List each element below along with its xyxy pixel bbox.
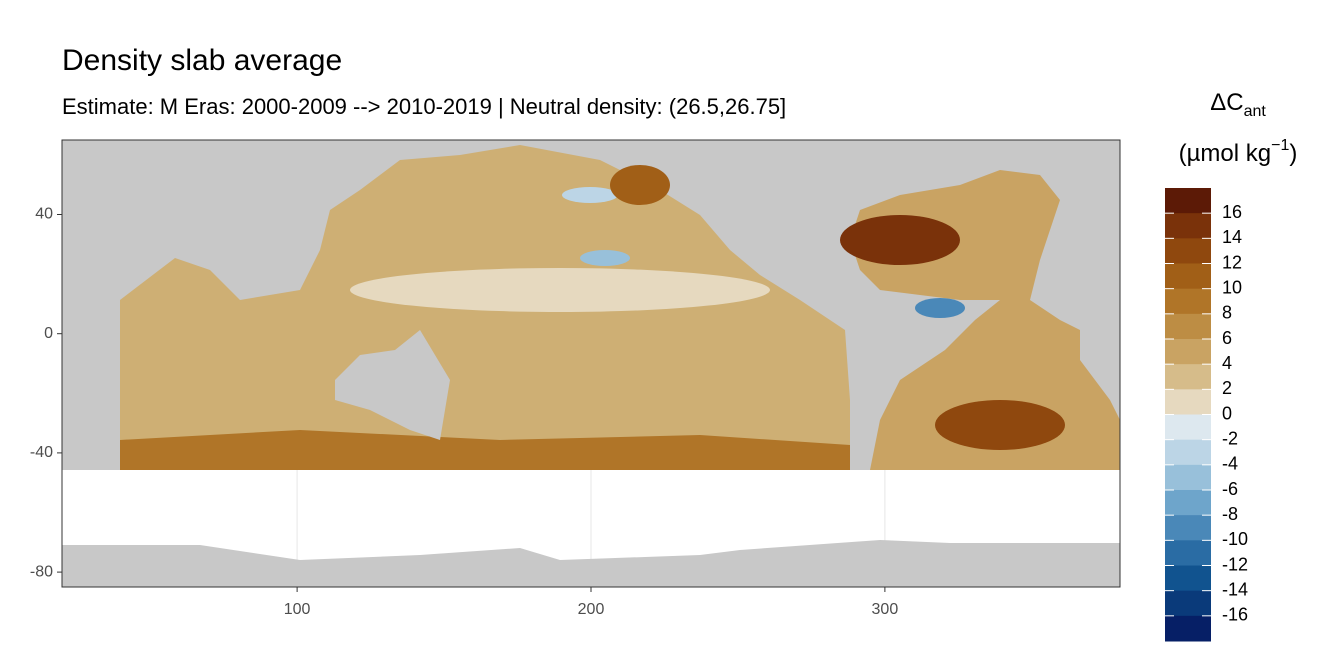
- legend-label: -8: [1222, 504, 1238, 524]
- color-step: [1165, 515, 1211, 541]
- color-step: [1165, 464, 1211, 491]
- legend-label: -12: [1222, 554, 1248, 574]
- y-tick-label: -40: [30, 444, 53, 461]
- color-step: [1165, 188, 1211, 214]
- chart-title: Density slab average: [62, 44, 342, 77]
- ocean: [840, 215, 960, 265]
- y-tick-label: 40: [35, 206, 53, 223]
- legend-label: 12: [1222, 252, 1242, 272]
- x-tick-label: 300: [872, 601, 899, 618]
- legend-label: 8: [1222, 303, 1232, 323]
- map: [62, 140, 1120, 587]
- legend-label: 16: [1222, 202, 1242, 222]
- legend-title-sub: ant: [1244, 103, 1267, 120]
- color-step: [1165, 288, 1211, 315]
- color-step: [1165, 339, 1211, 365]
- color-step: [1165, 389, 1211, 415]
- color-step: [1165, 615, 1211, 642]
- ocean: [350, 268, 770, 312]
- color-step: [1165, 238, 1211, 264]
- ocean: [120, 430, 850, 470]
- ocean: [610, 165, 670, 205]
- x-tick-label: 100: [284, 601, 311, 618]
- x-tick-label: 200: [578, 601, 605, 618]
- legend-label: 10: [1222, 277, 1242, 297]
- legend-label: -16: [1222, 605, 1248, 625]
- color-step: [1165, 364, 1211, 390]
- legend-unit-sup: −1: [1271, 137, 1289, 154]
- legend-unit-close: ): [1289, 140, 1297, 167]
- land: [335, 330, 450, 440]
- legend-label: 4: [1222, 353, 1232, 373]
- color-step: [1165, 565, 1211, 592]
- color-step: [1165, 213, 1211, 239]
- legend-label: -6: [1222, 479, 1238, 499]
- legend-unit-main: (µmol kg: [1179, 140, 1272, 167]
- legend-label: -2: [1222, 428, 1238, 448]
- ocean: [580, 250, 630, 266]
- ocean: [915, 298, 965, 318]
- legend-label: 2: [1222, 378, 1232, 398]
- color-step: [1165, 540, 1211, 566]
- legend-unit: (µmol kg−1): [1179, 137, 1298, 167]
- chart-subtitle: Estimate: M Eras: 2000-2009 --> 2010-201…: [62, 94, 786, 119]
- ocean: [562, 187, 618, 203]
- legend-label: -4: [1222, 454, 1238, 474]
- legend-title: ΔCant: [1210, 89, 1266, 120]
- y-tick-label: 0: [44, 325, 53, 342]
- land: [62, 540, 1120, 587]
- color-step: [1165, 490, 1211, 516]
- color-step: [1165, 263, 1211, 290]
- y-tick-label: -80: [30, 563, 53, 580]
- color-step: [1165, 439, 1211, 466]
- legend-label: -14: [1222, 579, 1248, 599]
- legend-title-main: ΔC: [1210, 89, 1243, 116]
- ocean: [935, 400, 1065, 450]
- legend-label: -10: [1222, 529, 1248, 549]
- color-step: [1165, 313, 1211, 340]
- legend-label: 14: [1222, 227, 1242, 247]
- legend-label: 6: [1222, 328, 1232, 348]
- color-step: [1165, 590, 1211, 617]
- color-step: [1165, 414, 1211, 441]
- legend-label: 0: [1222, 403, 1232, 423]
